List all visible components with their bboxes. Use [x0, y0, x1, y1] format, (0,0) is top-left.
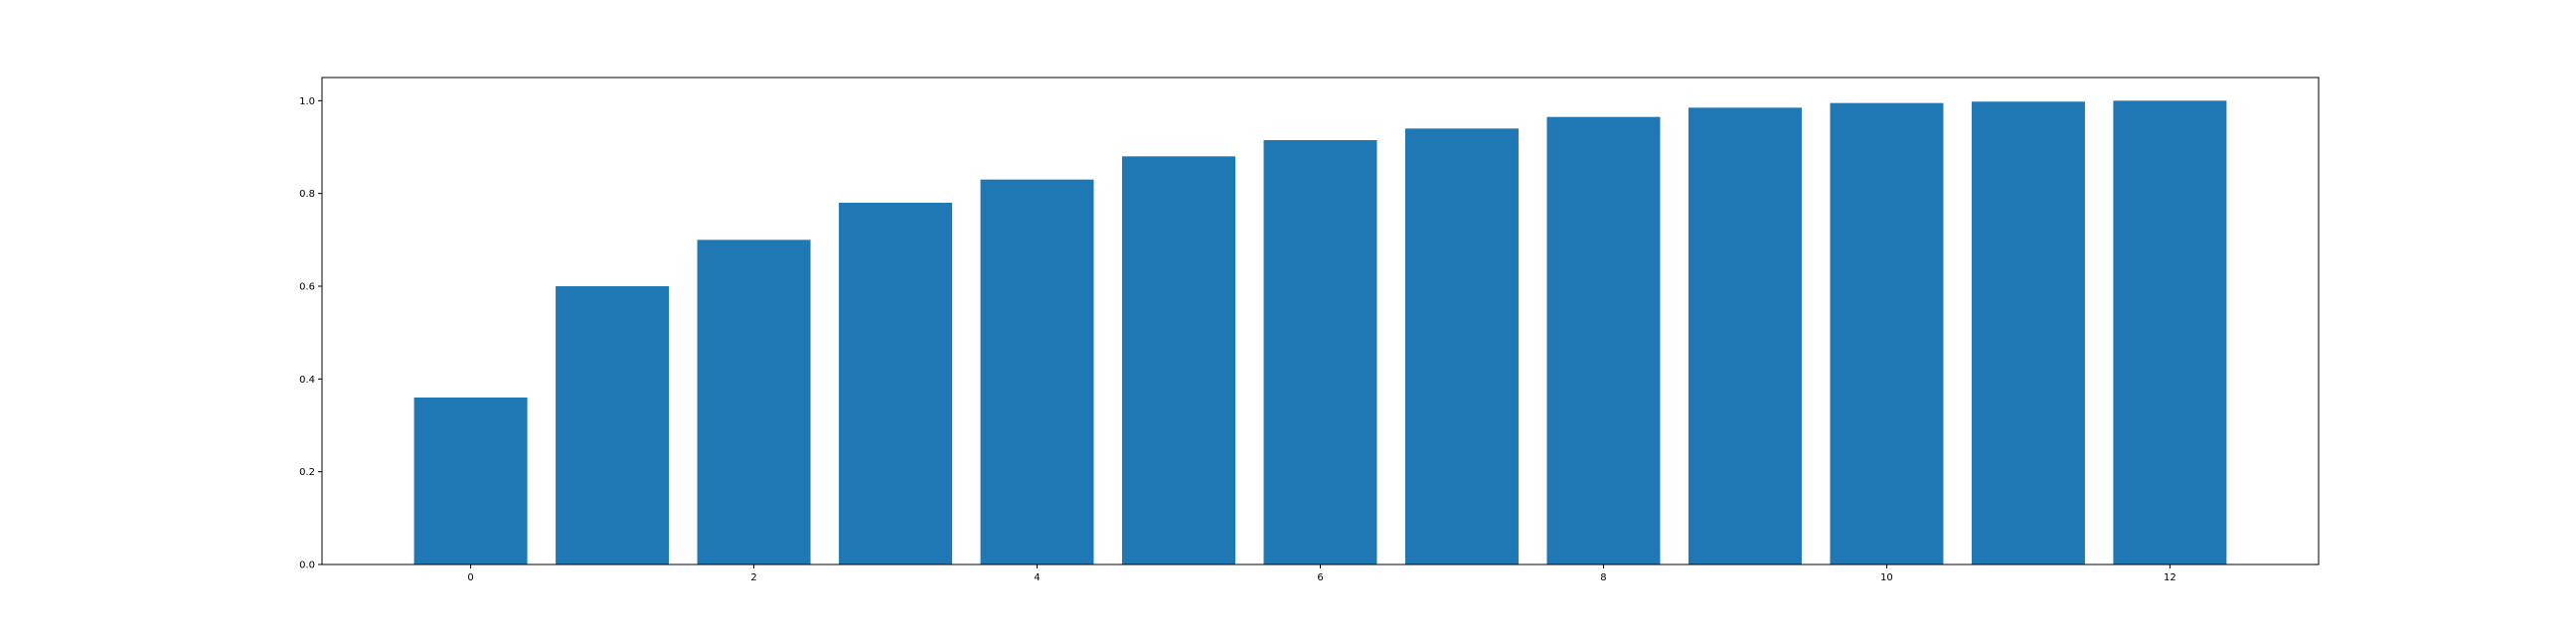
x-tick-label: 0	[467, 572, 473, 583]
y-tick-label: 0.6	[299, 282, 315, 293]
x-tick-label: 10	[1880, 572, 1893, 583]
bar-3	[839, 203, 953, 564]
bar-11	[1971, 101, 2085, 565]
bar-4	[980, 179, 1094, 565]
y-tick-label: 1.0	[299, 96, 315, 107]
y-tick-label: 0.2	[299, 467, 315, 478]
bar-0	[413, 398, 528, 564]
x-tick-label: 8	[1600, 572, 1606, 583]
bar-7	[1404, 128, 1519, 564]
bar-8	[1546, 116, 1661, 565]
x-tick-label: 6	[1317, 572, 1323, 583]
x-axis: 0 2 4 6 8 10 12	[467, 564, 2176, 583]
bar-6	[1263, 140, 1377, 564]
bar-2	[697, 240, 811, 564]
x-tick-label: 12	[2164, 572, 2176, 583]
bars-group	[413, 100, 2227, 565]
bar-10	[1830, 102, 1944, 565]
bar-9	[1688, 107, 1802, 564]
bar-5	[1122, 156, 1236, 564]
x-tick-label: 2	[750, 572, 756, 583]
y-axis: 0.0 0.2 0.4 0.6 0.8 1.0	[299, 96, 322, 571]
y-tick-label: 0.4	[299, 375, 315, 386]
y-tick-label: 0.8	[299, 189, 315, 200]
x-tick-label: 4	[1034, 572, 1040, 583]
bar-1	[556, 286, 670, 564]
y-tick-label: 0.0	[299, 561, 315, 571]
bar-12	[2113, 100, 2227, 564]
